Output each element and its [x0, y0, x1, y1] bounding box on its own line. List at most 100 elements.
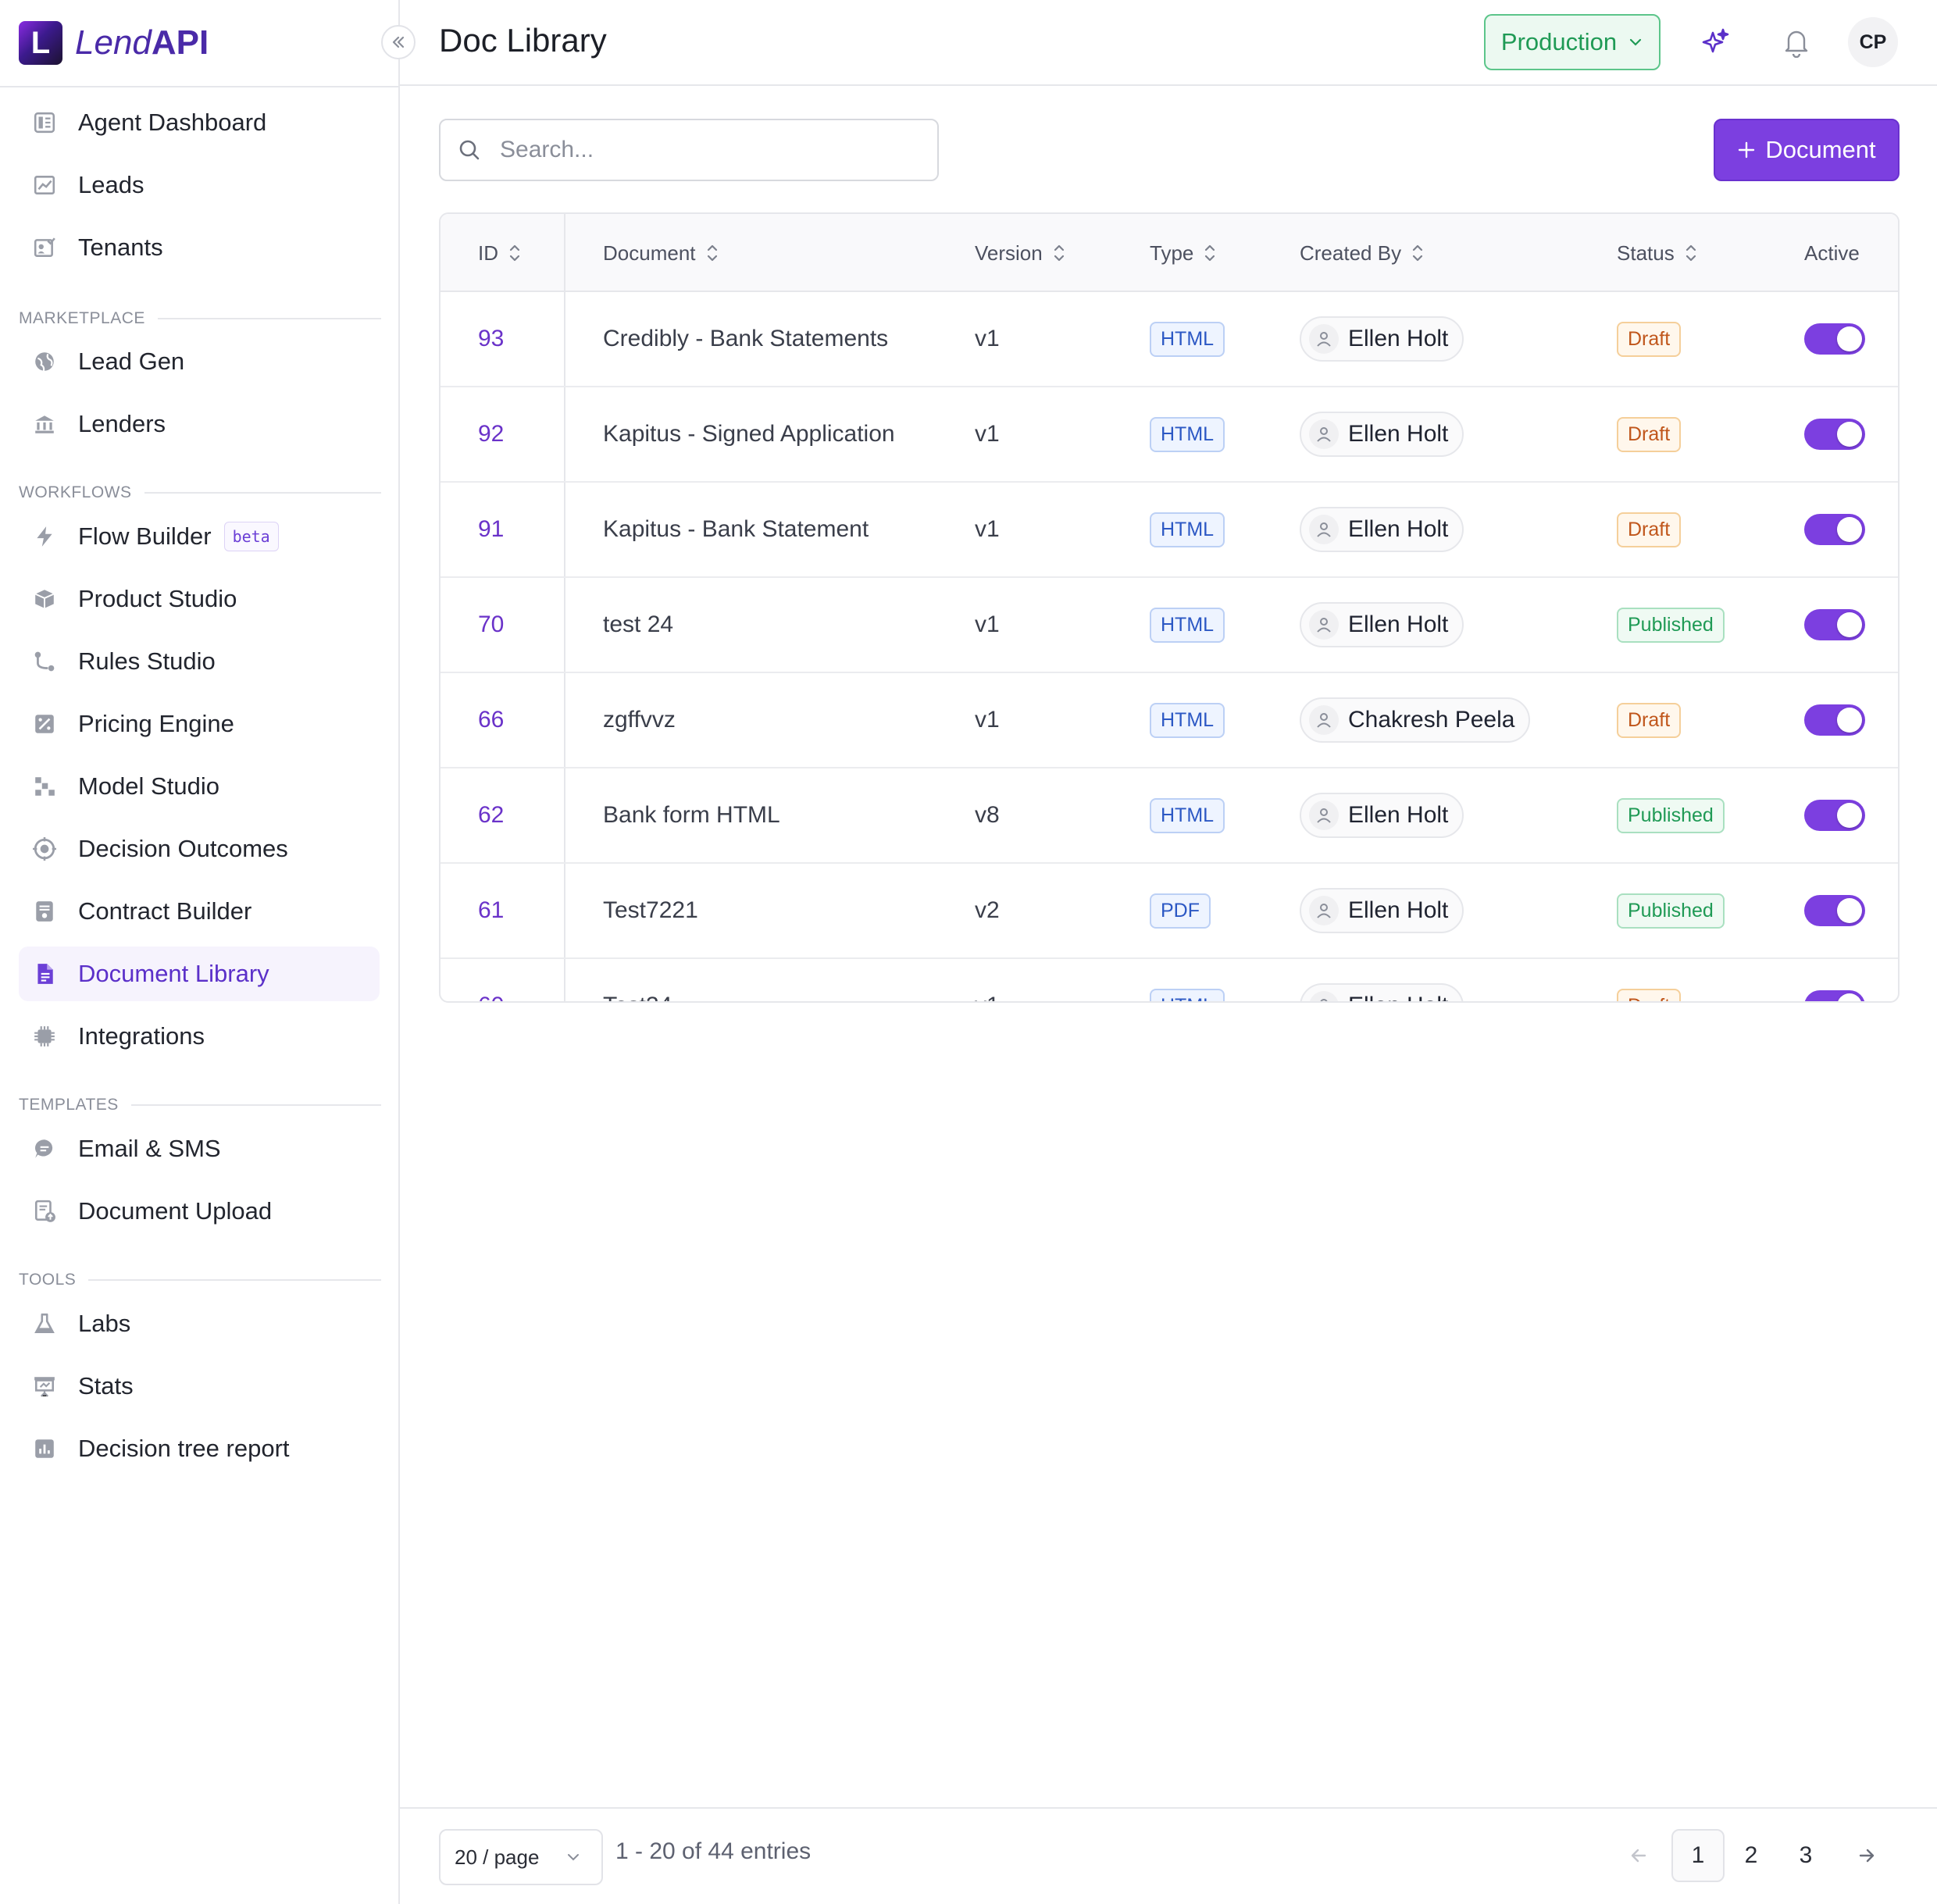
active-toggle[interactable]: [1804, 990, 1865, 1001]
sidebar-item-integrations[interactable]: Integrations: [19, 1009, 380, 1064]
bar-report-icon: [35, 1439, 54, 1458]
sidebar-item-model-studio[interactable]: Model Studio: [19, 759, 380, 814]
sidebar-item-labs[interactable]: Labs: [19, 1296, 380, 1351]
contract-icon: [31, 898, 58, 925]
sidebar-item-product-studio[interactable]: Product Studio: [19, 572, 380, 626]
table-row[interactable]: 66 zgffvvz v1 HTML Chakresh Peela Draft: [441, 673, 1898, 768]
sidebar-item-decision-outcomes[interactable]: Decision Outcomes: [19, 822, 380, 876]
page-2-button[interactable]: 2: [1744, 1842, 1758, 1868]
environment-selector[interactable]: Production: [1484, 14, 1661, 70]
sidebar-item-flow-builder[interactable]: Flow Builder beta: [19, 509, 380, 564]
document-version: v1: [975, 707, 1000, 733]
table-row[interactable]: 70 test 24 v1 HTML Ellen Holt Published: [441, 578, 1898, 673]
chip-icon: [31, 1023, 58, 1050]
ai-assistant-button[interactable]: [1696, 23, 1734, 61]
column-header-version[interactable]: Version: [975, 214, 1066, 292]
table-row[interactable]: 60 Test34 v1 HTML Ellen Holt Draft: [441, 959, 1898, 1001]
document-id[interactable]: 60: [478, 959, 504, 1001]
document-name[interactable]: Test34: [603, 959, 672, 1001]
document-id[interactable]: 93: [478, 326, 505, 351]
document-name[interactable]: Test7221: [603, 897, 698, 923]
brand-name: LendAPI: [75, 23, 209, 62]
sidebar: L LendAPI Agent Dashboard Leads Tenants MAR…: [0, 0, 400, 1904]
column-header-id[interactable]: ID: [478, 214, 522, 292]
bell-icon: [1785, 30, 1808, 58]
bank-icon: [35, 415, 54, 433]
page-3-button[interactable]: 3: [1799, 1842, 1813, 1868]
created-by-chip: Ellen Holt: [1300, 983, 1464, 1001]
document-name[interactable]: Credibly - Bank Statements: [603, 326, 889, 351]
active-toggle[interactable]: [1804, 704, 1865, 736]
column-header-created-by[interactable]: Created By: [1300, 214, 1425, 292]
type-badge: HTML: [1150, 607, 1225, 643]
sidebar-item-leads[interactable]: Leads: [19, 158, 380, 212]
toggle-knob: [1837, 422, 1862, 447]
table-row[interactable]: 62 Bank form HTML v8 HTML Ellen Holt Publishe…: [441, 768, 1898, 864]
user-icon: [1317, 713, 1331, 728]
blocks-icon: [31, 773, 58, 800]
document-id[interactable]: 70: [478, 611, 505, 637]
notifications-button[interactable]: [1778, 23, 1815, 61]
collapse-sidebar-button[interactable]: [381, 25, 416, 59]
document-name[interactable]: zgffvvz: [603, 707, 676, 733]
add-document-button[interactable]: Document: [1714, 119, 1900, 181]
column-header-type[interactable]: Type: [1150, 214, 1217, 292]
sidebar-item-tenants[interactable]: Tenants: [19, 220, 380, 275]
document-name[interactable]: Bank form HTML: [603, 802, 780, 828]
table-row[interactable]: 91 Kapitus - Bank Statement v1 HTML Ellen Ho…: [441, 483, 1898, 578]
document-name[interactable]: Kapitus - Bank Statement: [603, 516, 869, 542]
table-row[interactable]: 92 Kapitus - Signed Application v1 HTML Elle…: [441, 387, 1898, 483]
document-id[interactable]: 62: [478, 802, 505, 828]
active-toggle[interactable]: [1804, 609, 1865, 640]
search-box[interactable]: [439, 119, 939, 181]
sort-icon[interactable]: [1052, 242, 1066, 264]
sidebar-item-contract-builder[interactable]: Contract Builder: [19, 884, 380, 939]
document-id[interactable]: 91: [478, 516, 505, 542]
document-name[interactable]: Kapitus - Signed Application: [603, 421, 895, 447]
status-badge: Published: [1617, 607, 1725, 643]
sidebar-item-decision-tree-report[interactable]: Decision tree report: [19, 1421, 380, 1476]
document-id[interactable]: 66: [478, 707, 505, 733]
search-input[interactable]: [498, 136, 908, 164]
brand-logo[interactable]: L LendAPI: [19, 20, 209, 66]
sidebar-item-label: Lenders: [78, 410, 166, 437]
sidebar-item-pricing-engine[interactable]: Pricing Engine: [19, 697, 380, 751]
column-header-document[interactable]: Document: [603, 214, 719, 292]
user-avatar[interactable]: CP: [1848, 17, 1898, 67]
sort-icon[interactable]: [1411, 242, 1425, 264]
column-header-status[interactable]: Status: [1617, 214, 1698, 292]
active-toggle[interactable]: [1804, 895, 1865, 926]
sidebar-item-label: Flow Builder: [78, 522, 212, 550]
sidebar-item-document-upload[interactable]: Document Upload: [19, 1184, 380, 1239]
sort-icon[interactable]: [1203, 242, 1217, 264]
active-toggle[interactable]: [1804, 323, 1865, 355]
document-name[interactable]: test 24: [603, 611, 674, 637]
footer-divider: [400, 1807, 1937, 1809]
sidebar-item-email-sms[interactable]: Email & SMS: [19, 1121, 380, 1176]
status-badge: Draft: [1617, 416, 1682, 452]
sort-icon[interactable]: [508, 242, 522, 264]
next-page-button[interactable]: [1840, 1829, 1893, 1882]
sidebar-item-lenders[interactable]: Lenders: [19, 397, 380, 451]
add-document-label: Document: [1765, 136, 1876, 163]
sidebar-item-rules-studio[interactable]: Rules Studio: [19, 634, 380, 689]
sidebar-item-agent-dashboard[interactable]: Agent Dashboard: [19, 95, 380, 150]
document-id[interactable]: 92: [478, 421, 505, 447]
ai-sparkle-button[interactable]: [1065, 23, 1103, 61]
table-row[interactable]: 61 Test7221 v2 PDF Ellen Holt Published: [441, 864, 1898, 959]
sort-icon[interactable]: [705, 242, 719, 264]
sidebar-item-lead-gen[interactable]: Lead Gen: [19, 334, 380, 389]
prev-page-button[interactable]: [1612, 1829, 1665, 1882]
sidebar-item-document-library[interactable]: Document Library: [19, 947, 380, 1001]
sidebar-item-stats[interactable]: Stats: [19, 1359, 380, 1414]
table-row[interactable]: 93 Credibly - Bank Statements v1 HTML Ellen …: [441, 292, 1898, 387]
document-id[interactable]: 61: [478, 897, 505, 923]
page-size-value: 20 / page: [455, 1845, 540, 1869]
box-icon: [31, 586, 58, 612]
page-size-select[interactable]: 20 / page: [439, 1829, 603, 1885]
sort-icon[interactable]: [1684, 242, 1698, 264]
active-toggle[interactable]: [1804, 419, 1865, 450]
active-toggle[interactable]: [1804, 514, 1865, 545]
active-toggle[interactable]: [1804, 800, 1865, 831]
page-1-button[interactable]: 1: [1671, 1829, 1725, 1882]
